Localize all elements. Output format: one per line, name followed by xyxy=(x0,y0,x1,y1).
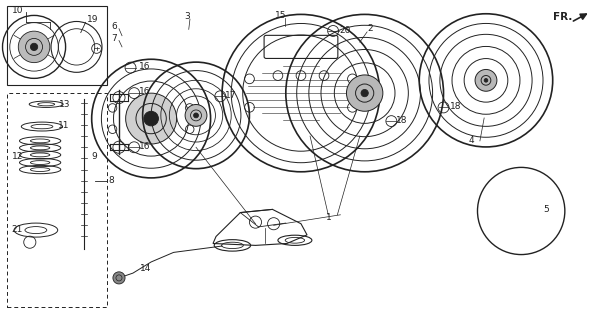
Text: FR.: FR. xyxy=(553,12,572,22)
Text: 18: 18 xyxy=(449,102,461,111)
Text: 13: 13 xyxy=(59,100,71,109)
Text: 21: 21 xyxy=(12,225,23,234)
Circle shape xyxy=(193,113,198,118)
Text: 11: 11 xyxy=(58,121,69,131)
Circle shape xyxy=(30,43,38,51)
Text: 20: 20 xyxy=(339,26,351,35)
Text: 16: 16 xyxy=(139,61,151,70)
Circle shape xyxy=(144,111,159,126)
Circle shape xyxy=(185,105,207,126)
Circle shape xyxy=(113,272,125,284)
Bar xyxy=(7,93,107,307)
Text: 16: 16 xyxy=(139,87,151,96)
Circle shape xyxy=(484,78,488,82)
Text: 8: 8 xyxy=(108,176,114,185)
Text: 5: 5 xyxy=(544,205,550,214)
Text: 2: 2 xyxy=(367,24,373,33)
Text: 1: 1 xyxy=(326,213,331,222)
Bar xyxy=(7,6,107,85)
Text: 7: 7 xyxy=(111,35,117,44)
Text: 19: 19 xyxy=(87,15,98,24)
Text: 4: 4 xyxy=(469,136,475,145)
Text: 6: 6 xyxy=(111,22,117,31)
Text: 18: 18 xyxy=(396,116,408,125)
Circle shape xyxy=(126,93,176,144)
Text: 9: 9 xyxy=(92,152,97,161)
Text: 14: 14 xyxy=(140,264,151,274)
Circle shape xyxy=(347,75,383,111)
Text: 3: 3 xyxy=(184,12,190,21)
Circle shape xyxy=(475,69,497,91)
Text: 12: 12 xyxy=(12,152,23,161)
Circle shape xyxy=(18,31,50,63)
Text: 16: 16 xyxy=(139,142,151,151)
Circle shape xyxy=(361,90,368,97)
Text: 17: 17 xyxy=(225,91,237,100)
Text: 10: 10 xyxy=(12,6,23,15)
Text: 15: 15 xyxy=(275,11,286,20)
